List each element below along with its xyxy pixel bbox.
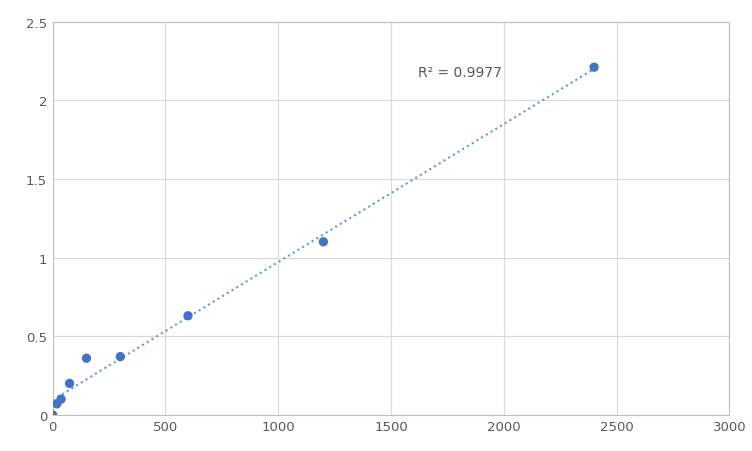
Point: [114, 353, 126, 360]
Point: [51, 400, 63, 408]
Point: [588, 64, 600, 72]
Point: [47, 411, 59, 419]
Point: [55, 396, 67, 403]
Point: [63, 380, 75, 387]
Point: [317, 239, 329, 246]
Point: [182, 313, 194, 320]
Point: [80, 355, 92, 362]
Text: R² = 0.9977: R² = 0.9977: [418, 66, 502, 80]
